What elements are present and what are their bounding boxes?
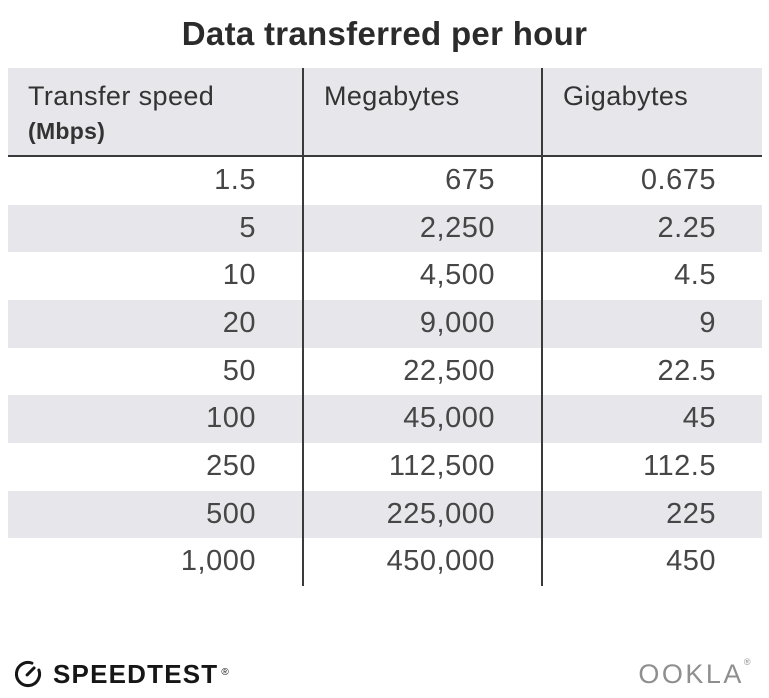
table-cell: 2.25 <box>541 204 762 253</box>
table-cell: 100 <box>206 402 256 435</box>
table-cell: 50 <box>222 354 256 387</box>
speedtest-wordmark: SPEEDTEST <box>53 658 219 689</box>
data-table: Transfer speed (Mbps) Megabytes Gigabyte… <box>8 68 762 587</box>
column-header-megabytes-label: Megabytes <box>324 81 460 111</box>
table-cell: 9 <box>541 300 762 348</box>
table-cell: 45,000 <box>302 395 541 444</box>
table-cell: 450 <box>541 538 762 587</box>
speedtest-registered-mark: ® <box>221 666 229 678</box>
table-row: 20 9,000 9 <box>8 300 762 348</box>
column-header-gigabytes: Gigabytes <box>541 68 762 155</box>
table-cell: 112.5 <box>541 443 762 491</box>
column-header-transfer-speed-label: Transfer speed <box>28 81 215 111</box>
speedometer-gauge-icon <box>12 658 44 690</box>
speedtest-logo: SPEEDTEST ® <box>12 658 229 690</box>
footer: SPEEDTEST ® OOKLA® <box>12 652 753 696</box>
table-row: 250 112,500 112.5 <box>8 443 762 491</box>
table-cell: 1.5 <box>214 164 256 196</box>
table-row: 100 45,000 45 <box>8 395 762 444</box>
table-cell: 20 <box>222 307 256 340</box>
page-title: Data transferred per hour <box>181 15 588 52</box>
table-cell: 500 <box>206 497 256 530</box>
table-cell: 45 <box>541 395 762 444</box>
table-cell: 22,500 <box>302 347 541 396</box>
column-header-gigabytes-label: Gigabytes <box>563 81 689 111</box>
ookla-logo: OOKLA® <box>638 656 753 690</box>
table-row: 10 4,500 4.5 <box>8 252 762 301</box>
table-cell: 4.5 <box>541 252 762 301</box>
table-header-row: Transfer speed (Mbps) Megabytes Gigabyte… <box>8 68 762 157</box>
table-cell: 2,250 <box>302 204 541 253</box>
table-cell: 675 <box>302 157 541 205</box>
table-body: 1.5 675 0.675 5 2,250 2.25 10 4,500 4.5 20 9,000 9 5… <box>8 157 762 587</box>
table-cell: 112,500 <box>302 443 541 491</box>
column-header-transfer-speed-unit: (Mbps) <box>28 118 106 144</box>
table-cell: 450,000 <box>302 538 541 587</box>
column-header-transfer-speed: Transfer speed (Mbps) <box>8 68 302 155</box>
column-header-megabytes: Megabytes <box>302 68 541 155</box>
ookla-wordmark: OOKLA <box>638 658 744 689</box>
table-row: 5 2,250 2.25 <box>8 204 762 253</box>
table-cell: 250 <box>206 450 256 483</box>
table-row: 500 225,000 225 <box>8 490 762 539</box>
table-cell: 5 <box>239 211 256 244</box>
table-cell: 225,000 <box>302 490 541 539</box>
table-row: 1.5 675 0.675 <box>8 157 762 205</box>
table-cell: 10 <box>222 259 256 292</box>
table-cell: 4,500 <box>302 252 541 301</box>
table-row: 50 22,500 22.5 <box>8 347 762 396</box>
ookla-registered-mark: ® <box>743 656 753 667</box>
table-cell: 0.675 <box>541 157 762 205</box>
table-cell: 22.5 <box>541 347 762 396</box>
table-cell: 225 <box>541 490 762 539</box>
table-cell: 9,000 <box>302 300 541 348</box>
table-cell: 1,000 <box>180 545 256 578</box>
table-row: 1,000 450,000 450 <box>8 538 762 587</box>
